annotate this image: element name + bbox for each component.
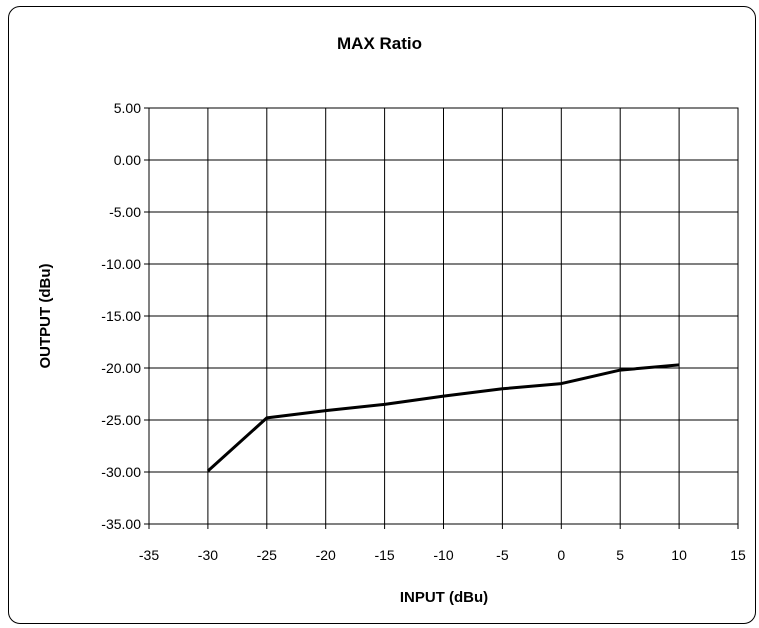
y-tick-label: -25.00 (101, 412, 141, 428)
y-tick-label: -10.00 (101, 256, 141, 272)
y-tick-label: -35.00 (101, 516, 141, 532)
y-tick-label: -5.00 (109, 204, 141, 220)
x-tick-label: -5 (496, 547, 509, 563)
y-tick-label: 5.00 (114, 100, 141, 116)
y-axis-title: OUTPUT (dBu) (37, 264, 54, 369)
y-tick-labels: 5.00 0.00 -5.00 -10.00 -15.00 -20.00 -25.00 -30… (101, 100, 141, 532)
x-tick-label: -15 (374, 547, 394, 563)
x-tick-label: -20 (316, 547, 336, 563)
x-tick-label: 15 (730, 547, 746, 563)
series-line (206, 363, 680, 473)
chart-frame (8, 6, 756, 624)
y-tick-label: 0.00 (114, 152, 141, 168)
x-tick-label: -35 (139, 547, 159, 563)
x-axis-title: INPUT (dBu) (400, 589, 488, 606)
x-tick-label: -25 (257, 547, 277, 563)
x-tick-label: 0 (557, 547, 565, 563)
y-tick-label: -20.00 (101, 360, 141, 376)
x-tick-label: -10 (433, 547, 453, 563)
chart-title: MAX Ratio (337, 34, 422, 53)
x-tick-label: -30 (198, 547, 218, 563)
x-tick-labels: -35 -30 -25 -20 -15 -10 -5 0 5 10 15 (139, 547, 746, 563)
y-tick-label: -15.00 (101, 308, 141, 324)
x-tick-label: 5 (616, 547, 624, 563)
grid (144, 107, 739, 529)
x-tick-label: 10 (671, 547, 687, 563)
y-tick-label: -30.00 (101, 464, 141, 480)
series (206, 363, 680, 473)
